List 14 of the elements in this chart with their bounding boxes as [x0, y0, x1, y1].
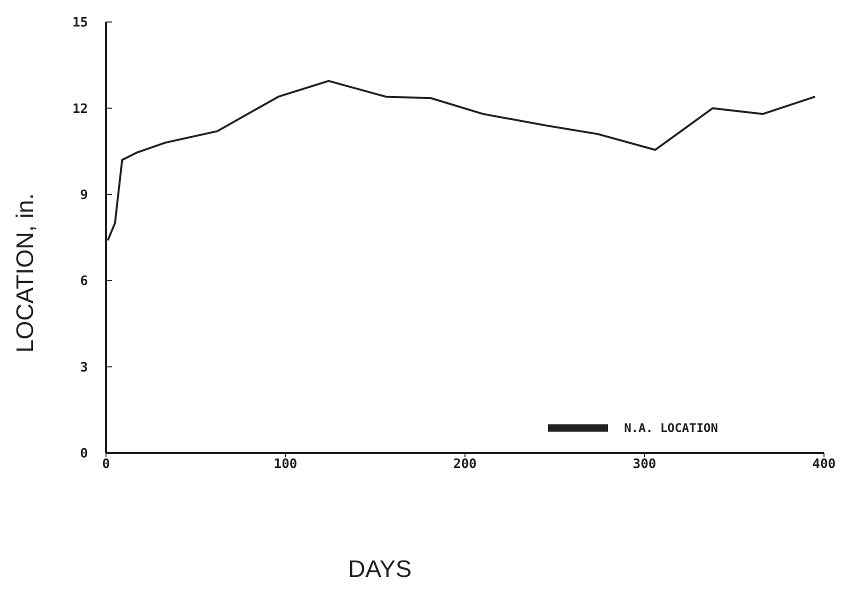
x-axis-title: DAYS [348, 556, 412, 584]
y-tick-label: 0 [80, 446, 88, 462]
y-tick-label: 6 [80, 274, 88, 290]
y-tick-label: 9 [80, 188, 88, 204]
y-axis-title: LOCATION, in. [12, 193, 40, 353]
y-tick-label: 3 [80, 360, 88, 376]
y-tick-label: 12 [72, 102, 88, 117]
x-tick-label: 400 [812, 457, 836, 472]
x-tick-label: 0 [102, 457, 110, 472]
y-tick-label: 15 [72, 16, 88, 31]
x-tick-label: 200 [453, 457, 477, 472]
x-tick-label: 100 [274, 457, 298, 472]
legend-label: N.A. LOCATION [624, 420, 718, 435]
x-tick-label: 300 [632, 457, 656, 472]
